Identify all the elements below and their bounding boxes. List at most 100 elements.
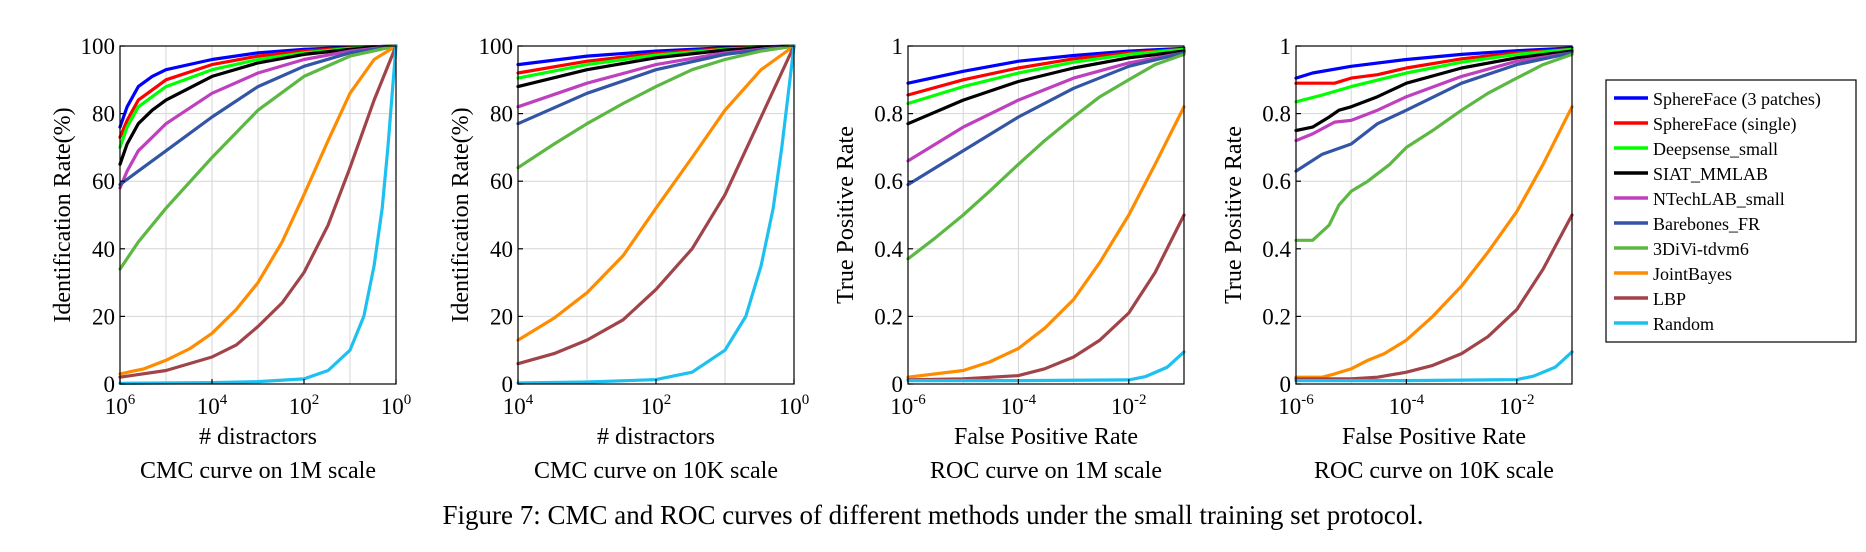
x-tick-label: 104 bbox=[503, 392, 534, 419]
series-line-barebones-fr bbox=[516, 44, 796, 126]
legend-label: JointBayes bbox=[1653, 264, 1732, 284]
axes-box bbox=[119, 45, 397, 385]
legend-label: Barebones_FR bbox=[1653, 214, 1760, 234]
series-line-barebones-fr bbox=[906, 51, 1186, 187]
legend-item-sphereface-3-patches: SphereFace (3 patches) bbox=[1614, 89, 1821, 110]
x-tick-label: 10-4 bbox=[1389, 392, 1425, 419]
y-axis-label: True Positive Rate bbox=[833, 126, 859, 304]
y-tick-label: 0.6 bbox=[1262, 169, 1291, 194]
axes-box bbox=[907, 45, 1185, 385]
series-line-barebones-fr bbox=[118, 44, 398, 187]
series-line-barebones-fr bbox=[1294, 51, 1574, 173]
y-tick-label: 0.2 bbox=[874, 304, 903, 329]
series-line-siat-mmlab bbox=[118, 44, 398, 166]
legend-item-sphereface-single: SphereFace (single) bbox=[1614, 114, 1796, 135]
series-line-jointbayes bbox=[906, 105, 1186, 379]
series-line-lbp bbox=[1294, 213, 1574, 381]
series-line-deepsense-small bbox=[906, 47, 1186, 106]
y-axis-label: True Positive Rate bbox=[1221, 126, 1247, 304]
y-tick-label: 0.6 bbox=[874, 169, 903, 194]
y-tick-label: 0.4 bbox=[874, 237, 903, 262]
series-line-siat-mmlab bbox=[906, 49, 1186, 126]
legend-item-lbp: LBP bbox=[1614, 289, 1686, 309]
x-tick-label: 102 bbox=[641, 392, 672, 419]
y-tick-label: 60 bbox=[92, 169, 115, 194]
y-tick-label: 40 bbox=[92, 237, 115, 262]
legend-label: 3DiVi-tdvm6 bbox=[1653, 239, 1749, 259]
x-tick-label: 100 bbox=[381, 392, 412, 419]
y-tick-label: 0.8 bbox=[1262, 102, 1291, 127]
y-tick-label: 1 bbox=[892, 34, 904, 59]
legend-item-deepsense-small: Deepsense_small bbox=[1614, 139, 1778, 159]
series-line-random bbox=[906, 350, 1186, 383]
y-tick-label: 0.2 bbox=[1262, 304, 1291, 329]
y-tick-label: 100 bbox=[81, 34, 116, 59]
series-line-lbp bbox=[118, 44, 398, 379]
series-line-ntechlab-small bbox=[118, 44, 398, 190]
chart-title: CMC curve on 10K scale bbox=[534, 458, 778, 484]
y-tick-label: 80 bbox=[490, 102, 513, 127]
y-tick-label: 80 bbox=[92, 102, 115, 127]
series-line-3divi-tdvm6 bbox=[516, 44, 796, 170]
series-line-random bbox=[118, 44, 398, 385]
series-line-lbp bbox=[516, 44, 796, 366]
series-line-random bbox=[516, 44, 796, 385]
series-line-3divi-tdvm6 bbox=[906, 52, 1186, 261]
legend-label: Random bbox=[1653, 314, 1714, 334]
x-tick-label: 102 bbox=[289, 392, 320, 419]
x-axis-label: False Positive Rate bbox=[954, 424, 1138, 450]
chart-title: CMC curve on 1M scale bbox=[140, 458, 376, 484]
legend-item-random: Random bbox=[1614, 314, 1714, 334]
legend: SphereFace (3 patches) SphereFace (single… bbox=[1605, 79, 1857, 343]
y-tick-label: 40 bbox=[490, 237, 513, 262]
x-tick-label: 100 bbox=[779, 392, 810, 419]
legend-label: SphereFace (single) bbox=[1653, 114, 1796, 135]
y-axis-label: Identification Rate(%) bbox=[448, 107, 474, 322]
legend-item-siat-mmlab: SIAT_MMLAB bbox=[1614, 164, 1768, 184]
chart-title: ROC curve on 10K scale bbox=[1314, 458, 1554, 484]
legend-label: SphereFace (3 patches) bbox=[1653, 89, 1821, 110]
x-axis-label: # distractors bbox=[199, 424, 317, 450]
series-line-deepsense-small bbox=[1294, 47, 1574, 104]
series-line-sphereface-3-patches bbox=[1294, 46, 1574, 80]
x-tick-label: 104 bbox=[197, 392, 228, 419]
legend-item-barebones-fr: Barebones_FR bbox=[1614, 214, 1760, 234]
y-tick-label: 20 bbox=[92, 304, 115, 329]
series-line-jointbayes bbox=[1294, 105, 1574, 379]
y-tick-label: 0 bbox=[104, 372, 116, 397]
legend-item-ntechlab-small: NTechLAB_small bbox=[1614, 189, 1785, 209]
y-tick-label: 0.8 bbox=[874, 102, 903, 127]
x-axis-label: # distractors bbox=[597, 424, 715, 450]
x-tick-label: 106 bbox=[105, 392, 136, 419]
series-line-jointbayes bbox=[516, 44, 796, 342]
series-line-3divi-tdvm6 bbox=[1294, 52, 1574, 242]
y-tick-label: 60 bbox=[490, 169, 513, 194]
x-tick-label: 10-2 bbox=[1499, 392, 1535, 419]
y-tick-label: 0 bbox=[502, 372, 514, 397]
x-tick-label: 10-6 bbox=[890, 392, 926, 419]
legend-label: Deepsense_small bbox=[1653, 139, 1778, 159]
y-tick-label: 1 bbox=[1280, 34, 1292, 59]
series-line-ntechlab-small bbox=[1294, 51, 1574, 143]
x-tick-label: 10-2 bbox=[1111, 392, 1147, 419]
y-tick-label: 0 bbox=[1280, 372, 1292, 397]
figure-caption: Figure 7: CMC and ROC curves of differen… bbox=[442, 500, 1424, 530]
series-line-lbp bbox=[906, 213, 1186, 382]
chart-panel-3: 0 0.2 0.4 0.6 0.8 1 10-6 10-4 10-2 False Positive… bbox=[833, 34, 1186, 484]
chart-panel-1: 0 20 40 60 80 100 106 104 102 100 # distractors Ide… bbox=[50, 34, 411, 484]
series-line-jointbayes bbox=[118, 44, 398, 376]
legend-label: SIAT_MMLAB bbox=[1653, 164, 1768, 184]
legend-item-3divi-tdvm6: 3DiVi-tdvm6 bbox=[1614, 239, 1749, 259]
legend-item-jointbayes: JointBayes bbox=[1614, 264, 1732, 284]
y-tick-label: 20 bbox=[490, 304, 513, 329]
plot-area bbox=[1296, 46, 1572, 384]
chart-panel-2: 0 20 40 60 80 100 104 102 100 # distractors Identi… bbox=[448, 34, 809, 484]
chart-title: ROC curve on 1M scale bbox=[930, 458, 1162, 484]
series-line-siat-mmlab bbox=[1294, 49, 1574, 133]
series-line-ntechlab-small bbox=[906, 51, 1186, 163]
series-line-siat-mmlab bbox=[516, 44, 796, 89]
y-tick-label: 100 bbox=[479, 34, 514, 59]
y-tick-label: 0.4 bbox=[1262, 237, 1291, 262]
